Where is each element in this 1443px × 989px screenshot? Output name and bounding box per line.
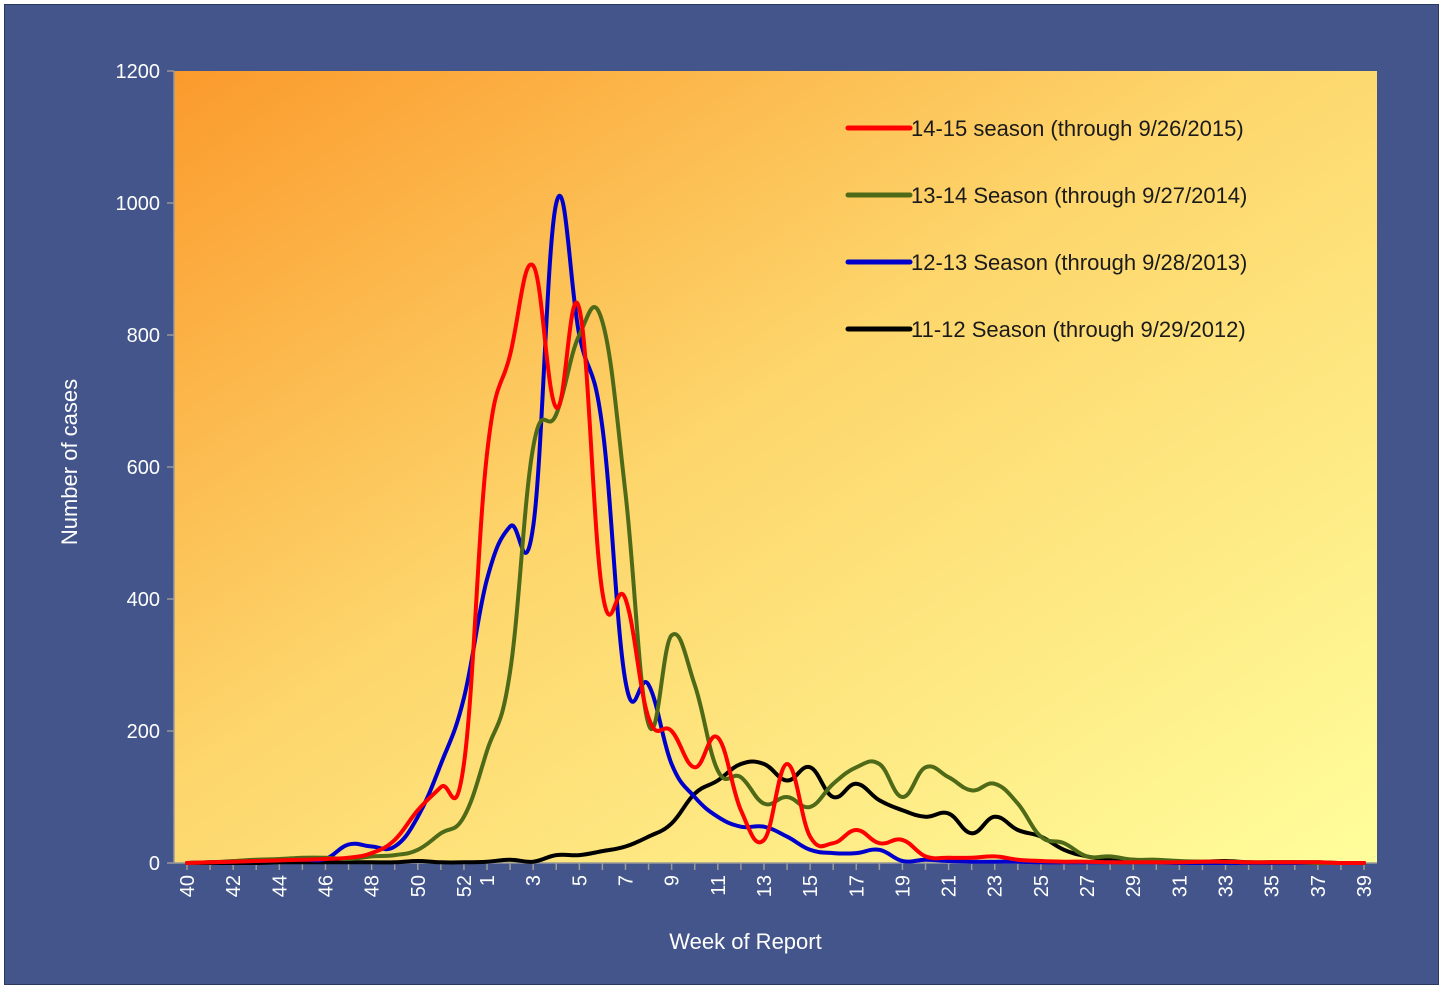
y-tick-label: 1200 (116, 61, 161, 83)
x-tick-label: 25 (1031, 875, 1053, 897)
legend-label: 13-14 Season (through 9/27/2014) (911, 183, 1247, 208)
series-line-2 (185, 305, 1366, 866)
legend-label: 11-12 Season (through 9/29/2012) (911, 317, 1246, 342)
x-tick-label: 46 (315, 875, 337, 897)
x-tick-label: 19 (892, 875, 914, 897)
x-tick-label: 39 (1354, 875, 1376, 897)
x-tick-label: 33 (1216, 875, 1238, 897)
x-tick-label: 31 (1169, 875, 1191, 897)
x-tick-label: 5 (569, 875, 591, 886)
legend-label: 12-13 Season (through 9/28/2013) (911, 250, 1247, 275)
legend: 14-15 season (through 9/26/2015) 13-14 Se… (845, 116, 1247, 342)
x-tick-label: 23 (985, 875, 1007, 897)
x-tick-label: 13 (754, 875, 776, 897)
x-tick-label: 21 (939, 875, 961, 897)
y-tick-label: 1000 (116, 193, 161, 215)
x-tick-label: 1 (477, 875, 499, 886)
x-tick-label: 52 (454, 875, 476, 897)
axis-titles: Week of Report Number of cases (57, 379, 822, 954)
series-line-1 (185, 262, 1366, 866)
chart-frame: 0 200 400 600 800 1000 1200 40 42 44 46 48 50 52 1 3 5 7 9… (4, 4, 1439, 985)
series-layer (185, 193, 1366, 866)
x-tick-label: 50 (408, 875, 430, 897)
x-axis-title: Week of Report (669, 929, 821, 954)
x-tick-label: 40 (177, 875, 199, 897)
y-tick-label: 0 (149, 853, 160, 875)
x-tick-label: 29 (1123, 875, 1145, 897)
x-tick-label: 35 (1262, 875, 1284, 897)
y-axis-title: Number of cases (57, 379, 82, 545)
y-tick-label: 800 (127, 325, 160, 347)
x-tick-label: 15 (800, 875, 822, 897)
y-tick-label: 200 (127, 721, 160, 743)
x-tick-label: 3 (523, 875, 545, 886)
plot-area (174, 71, 1377, 863)
y-tick-label: 600 (127, 457, 160, 479)
x-tick-label: 27 (1077, 875, 1099, 897)
x-tick-label: 7 (615, 875, 637, 886)
x-tick-label: 17 (846, 875, 868, 897)
y-tick-label: 400 (127, 589, 160, 611)
x-tick-label: 44 (269, 875, 291, 897)
x-tick-label: 42 (223, 875, 245, 897)
x-tick-label: 48 (362, 875, 384, 897)
x-tick-label: 9 (662, 875, 684, 886)
x-tick-label: 11 (708, 875, 730, 896)
x-tick-label: 37 (1308, 875, 1330, 897)
legend-label: 14-15 season (through 9/26/2015) (911, 116, 1244, 141)
